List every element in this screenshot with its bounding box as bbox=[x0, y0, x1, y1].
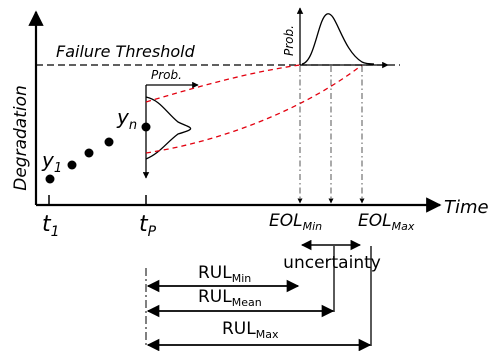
tick-label-tp: tP bbox=[139, 212, 157, 240]
y-axis-label: Degradation bbox=[11, 85, 31, 191]
eol-prob-label: Prob. bbox=[282, 25, 296, 56]
rul-mean-label: RULMean bbox=[198, 287, 262, 309]
rul-max-label: RULMax bbox=[222, 319, 279, 341]
data-point bbox=[84, 148, 94, 158]
prediction-prob-label: Prob. bbox=[151, 68, 182, 82]
tick-label-eol-min: EOLMin bbox=[269, 211, 322, 233]
tick-label-t1: t1 bbox=[42, 212, 60, 240]
data-point bbox=[104, 137, 114, 147]
prediction-distribution bbox=[145, 96, 192, 160]
failure-threshold-label: Failure Threshold bbox=[56, 42, 196, 61]
point-label-yn: yn bbox=[116, 105, 137, 133]
upper-bound-curve bbox=[145, 64, 301, 103]
uncertainty-label: uncertainty bbox=[283, 253, 381, 273]
lower-bound-curve bbox=[145, 64, 363, 154]
data-point bbox=[45, 174, 55, 184]
x-axis-label: Time bbox=[444, 197, 489, 218]
tick-label-eol-max: EOLMax bbox=[358, 211, 415, 233]
eol-distribution bbox=[301, 13, 375, 65]
point-label-y1: y1 bbox=[41, 148, 62, 176]
data-point bbox=[67, 160, 77, 170]
rul-min-label: RULMin bbox=[198, 263, 251, 285]
